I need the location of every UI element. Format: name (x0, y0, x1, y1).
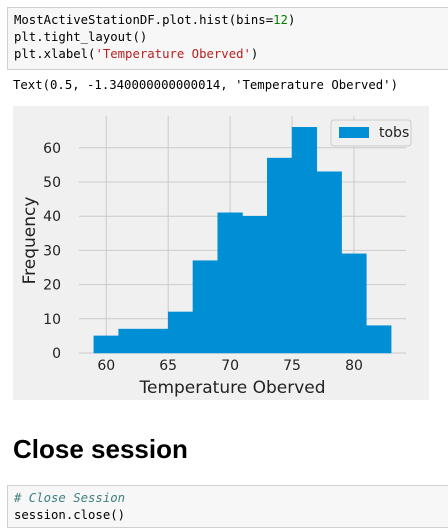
code-token: ) (287, 13, 296, 27)
histogram-bar (118, 328, 144, 354)
histogram-bar (143, 328, 169, 354)
code-token: plt.xlabel( (14, 47, 96, 61)
x-axis-label: Temperature Oberved (138, 378, 325, 398)
histogram-bar (341, 253, 367, 354)
code-token: session.close() (14, 508, 126, 522)
x-tick-label: 70 (221, 358, 239, 374)
code-line: plt.tight_layout() (14, 29, 448, 46)
legend-swatch (339, 127, 369, 138)
y-tick-label: 60 (43, 141, 61, 157)
code-token: MostActiveStationDF.plot.hist(bins= (14, 13, 274, 27)
histogram-bar (291, 127, 318, 354)
x-tick-label: 60 (97, 358, 115, 374)
section-heading: Close session (13, 434, 188, 464)
code-cell-plot[interactable]: MostActiveStationDF.plot.hist(bins=12) pl… (7, 7, 448, 70)
code-token: ) (250, 47, 259, 61)
code-line: MostActiveStationDF.plot.hist(bins=12) (14, 12, 448, 29)
legend-label: tobs (379, 125, 409, 141)
code-line: plt.xlabel('Temperature Oberved') (14, 46, 448, 63)
y-tick-label: 20 (43, 278, 61, 294)
code-token: 12 (273, 13, 288, 27)
y-tick-label: 30 (43, 243, 61, 259)
histogram-bar (316, 171, 342, 354)
histogram-bar (242, 215, 268, 354)
histogram-bar (167, 311, 194, 354)
code-cell-close-session[interactable]: # Close Session session.close() (7, 485, 448, 528)
x-tick-label: 75 (283, 358, 301, 374)
x-tick-label: 65 (159, 358, 177, 374)
y-tick-label: 0 (52, 346, 61, 362)
y-tick-label: 10 (43, 312, 61, 328)
code-token: plt.tight_layout() (14, 30, 148, 44)
code-token: 'Temperature Oberved' (95, 47, 251, 61)
histogram-output: 0 10 20 30 40 50 60 60 65 70 75 80 Temperature Oberv… (13, 106, 429, 400)
code-token: # Close Session (14, 491, 126, 505)
histogram-bar (267, 157, 293, 354)
legend: tobs (330, 119, 412, 147)
histogram-bar (217, 212, 243, 354)
y-tick-label: 40 (43, 209, 61, 225)
histogram-bar (192, 260, 218, 354)
code-line: # Close Session (14, 490, 448, 507)
histogram-bar (366, 325, 392, 354)
histogram-chart: 0 10 20 30 40 50 60 60 65 70 75 80 Temperature Oberv… (13, 106, 429, 400)
legend-box (330, 119, 412, 147)
code-line: session.close() (14, 507, 448, 524)
x-tick-label: 80 (345, 358, 363, 374)
cell-output-text: Text(0.5, -1.340000000000014, 'Temperatu… (13, 78, 398, 92)
y-axis-label: Frequency (20, 197, 40, 285)
histogram-bar (93, 335, 119, 354)
y-tick-label: 50 (43, 175, 61, 191)
